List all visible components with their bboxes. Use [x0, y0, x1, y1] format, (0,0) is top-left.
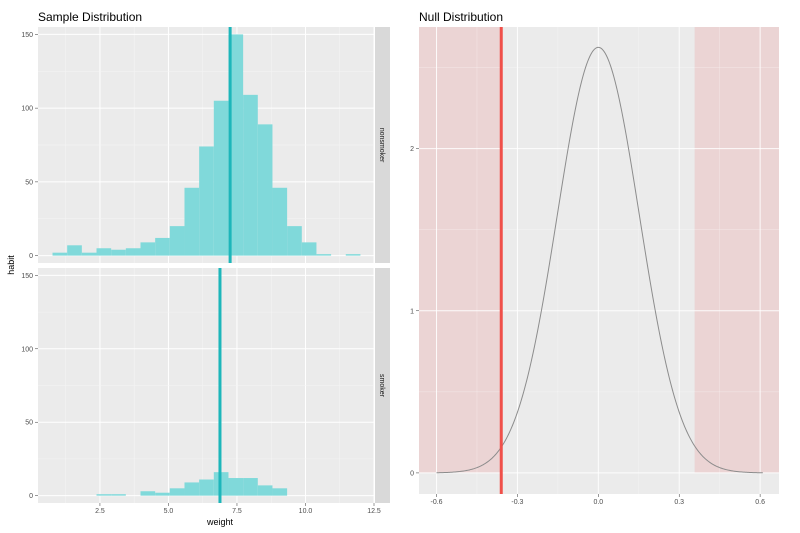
histogram-bar [155, 492, 170, 496]
x-tick-label: 0.3 [674, 499, 684, 506]
histogram-bar [169, 226, 185, 256]
y-tick-label: 2 [410, 146, 414, 153]
y-tick-label: 0 [29, 253, 33, 260]
x-tick-label: 12.5 [367, 508, 381, 515]
sample-distribution-title: Sample Distribution [38, 10, 142, 24]
histogram-bar [81, 252, 97, 256]
x-tick-label: 2.5 [95, 508, 105, 515]
y-tick-label: 50 [25, 179, 33, 186]
histogram-bar [272, 187, 288, 256]
y-axis-label-habit: habit [6, 255, 16, 275]
histogram-bar [199, 479, 214, 496]
x-tick-label: 5.0 [164, 508, 174, 515]
x-tick-label: -0.3 [511, 499, 523, 506]
histogram-bar [228, 34, 244, 256]
histogram-bar [96, 494, 112, 496]
x-tick-label: -0.6 [430, 499, 442, 506]
x-tick-label: 10.0 [299, 508, 313, 515]
histogram-bar [287, 226, 302, 256]
histogram-bar [184, 187, 200, 256]
y-tick-label: 150 [21, 32, 33, 39]
x-tick-label: 0.0 [593, 499, 603, 506]
rejection-region [419, 27, 502, 473]
histogram-bar [184, 482, 200, 496]
facet-strip [375, 27, 390, 263]
y-tick-label: 0 [410, 470, 414, 477]
null-distribution-title: Null Distribution [419, 10, 503, 24]
histogram-bar [52, 252, 68, 256]
histogram-bar [140, 491, 156, 496]
x-axis-label-weight: weight [206, 517, 234, 527]
histogram-bar [316, 254, 332, 256]
histogram-bar [301, 242, 317, 256]
histogram-bar [257, 485, 273, 496]
histogram-bar [155, 237, 170, 256]
histogram-bar [125, 248, 141, 256]
x-tick-label: 0.6 [755, 499, 765, 506]
x-tick-label: 7.5 [232, 508, 242, 515]
y-tick-label: 150 [21, 273, 33, 280]
histogram-bar [243, 94, 258, 256]
histogram-bar [243, 478, 258, 496]
y-tick-label: 1 [410, 308, 414, 315]
facet-strip-label: nonsmoker [378, 128, 385, 163]
histogram-bar [169, 488, 185, 496]
histogram-bar [67, 245, 82, 256]
histogram-bar [213, 100, 229, 256]
histogram-bar [111, 249, 126, 256]
y-tick-label: 100 [21, 346, 33, 353]
histogram-bar [96, 248, 112, 256]
facet-strip-label: smoker [378, 374, 385, 398]
y-tick-label: 50 [25, 420, 33, 427]
histogram-bar [140, 242, 156, 256]
histogram-bar [228, 478, 244, 496]
y-tick-label: 0 [29, 493, 33, 500]
facet-strip [375, 268, 390, 503]
histogram-bar [257, 124, 273, 256]
histogram-bar [345, 254, 361, 256]
density-curve [436, 46, 763, 474]
histogram-bar [199, 146, 214, 256]
rejection-region [694, 27, 779, 473]
histogram-bar [272, 488, 288, 496]
histogram-bar [111, 494, 126, 496]
y-tick-label: 100 [21, 106, 33, 113]
